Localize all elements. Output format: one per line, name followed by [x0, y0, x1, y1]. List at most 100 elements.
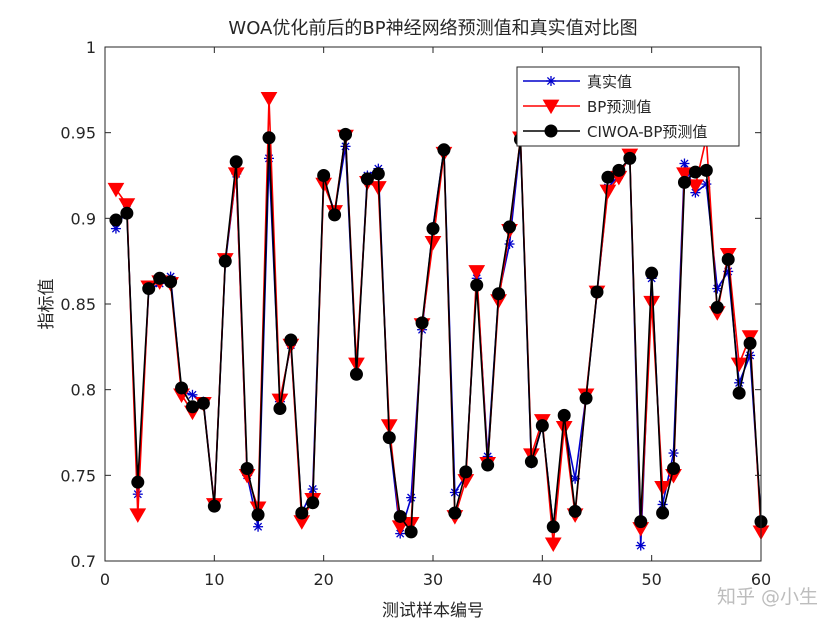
series-3-point — [273, 402, 287, 416]
series-3-point — [645, 266, 659, 280]
series-3-point — [667, 461, 681, 475]
series-3-point — [371, 167, 385, 181]
series-3-point — [284, 333, 298, 347]
series-3-point — [317, 169, 331, 182]
legend-swatch-marker — [542, 99, 560, 115]
series-3-point — [153, 271, 167, 285]
series-3-point — [743, 336, 757, 350]
series-3-point — [535, 419, 549, 433]
series-3-point — [251, 508, 265, 522]
series-3-point — [470, 278, 484, 292]
series-3-point — [503, 220, 517, 234]
series-2-point — [129, 508, 147, 523]
x-tick-label: 60 — [751, 570, 771, 589]
series-3-point — [295, 506, 309, 520]
series-3-point — [404, 525, 418, 539]
series-3-point — [688, 165, 702, 179]
legend-label: 真实值 — [587, 73, 632, 91]
series-3-point — [207, 499, 221, 513]
x-tick-label: 20 — [313, 570, 333, 589]
y-tick-label: 0.75 — [60, 466, 96, 485]
series-1-point — [187, 389, 198, 400]
legend-swatch-marker — [546, 76, 556, 86]
series-3-point — [732, 386, 746, 400]
watermark: 知乎 @小生 — [717, 586, 818, 608]
series-1-point — [110, 223, 121, 234]
x-tick-label: 0 — [100, 570, 110, 589]
series-3-point — [360, 172, 374, 186]
series-3-point — [196, 396, 210, 410]
series-3-point — [240, 461, 254, 475]
series-3-point — [699, 163, 713, 177]
series-3-point — [524, 455, 538, 469]
series-3-point — [109, 213, 123, 227]
series-3-point — [656, 506, 670, 520]
series-2-point — [544, 537, 562, 553]
series-3-point — [437, 143, 451, 157]
series-3-point — [459, 465, 473, 479]
series-2-point — [730, 357, 748, 373]
x-tick-label: 50 — [641, 570, 661, 589]
series-3-point — [328, 208, 342, 222]
series-3-point — [481, 458, 495, 472]
series-3-point — [415, 316, 429, 330]
legend-item-2: BP预测值 — [523, 98, 651, 116]
series-3-point — [590, 285, 604, 299]
series-3-point — [426, 222, 440, 236]
series-1-point — [406, 492, 417, 503]
series-2-point — [118, 198, 136, 213]
series-2-point — [260, 92, 278, 107]
series-1-point — [679, 158, 690, 169]
series-3-point — [262, 131, 276, 145]
series-3-point — [579, 391, 593, 405]
y-tick-label: 0.7 — [71, 552, 96, 571]
series-3-point — [349, 367, 363, 381]
series-3-point — [218, 254, 232, 268]
y-axis-label: 指标值 — [37, 279, 57, 330]
series-3-point — [382, 431, 396, 445]
series-3-point — [557, 408, 571, 422]
series-2-point — [424, 235, 442, 251]
series-2-point — [676, 167, 693, 182]
y-tick-label: 0.95 — [60, 124, 96, 143]
series-2-point — [687, 179, 704, 194]
series-3-point — [306, 496, 320, 510]
series-2-point — [654, 480, 671, 496]
series-3-point — [634, 515, 648, 529]
x-tick-label: 40 — [532, 570, 552, 589]
series-3-point — [229, 155, 243, 169]
chart-title: WOA优化前后的BP神经网络预测值和真实值对比图 — [228, 18, 637, 39]
series-3-point — [492, 287, 506, 301]
series-3-point — [601, 170, 615, 184]
series-1-point — [635, 540, 646, 551]
series-3-point — [131, 475, 145, 489]
series-3-point — [623, 151, 637, 165]
y-tick-label: 0.9 — [71, 209, 96, 228]
series-3-point — [710, 300, 724, 314]
series-3-point — [120, 206, 134, 220]
series-3-point — [448, 506, 462, 520]
series-1-point — [253, 521, 264, 532]
legend-swatch-marker — [544, 124, 558, 138]
legend: 真实值 BP预测值 CIWOA-BP预测值 — [516, 66, 740, 147]
series-3-point — [185, 400, 199, 414]
x-tick-label: 30 — [423, 570, 443, 589]
series-3-point — [142, 282, 156, 296]
x-axis-label: 测试样本编号 — [382, 601, 484, 621]
series-3-point — [568, 504, 582, 518]
x-tick-label: 10 — [204, 570, 224, 589]
series-3-point — [393, 509, 407, 523]
ticks-layer: 0 10 20 30 40 50 60 0.7 0.75 0.8 0.85 0.9 0.95 1 — [60, 38, 771, 589]
series-2-point — [643, 295, 661, 311]
legend-item-3: CIWOA-BP预测值 — [523, 123, 707, 141]
series-3-point — [677, 175, 691, 189]
series-3-point — [612, 163, 626, 177]
series-3-point — [339, 127, 353, 141]
y-tick-label: 1 — [86, 38, 96, 57]
legend-item-1: 真实值 — [523, 73, 632, 91]
series-3-point — [721, 252, 735, 266]
y-tick-label: 0.8 — [71, 381, 96, 400]
series-2-point — [107, 182, 125, 198]
